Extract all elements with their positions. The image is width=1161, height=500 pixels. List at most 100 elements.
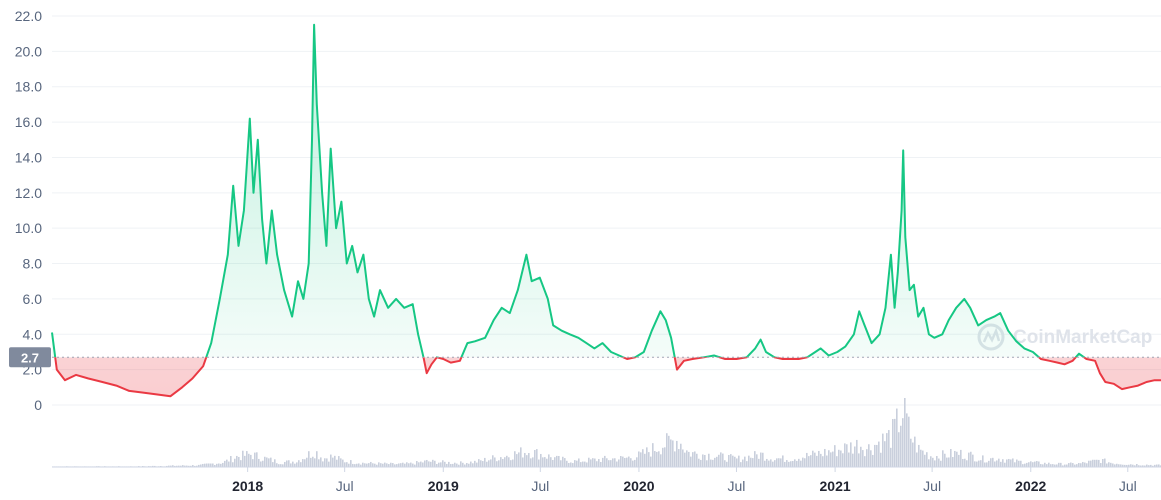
volume-bar (340, 458, 342, 467)
volume-bar (420, 461, 422, 467)
volume-bar (294, 463, 296, 467)
volume-bar (654, 451, 656, 467)
volume-bar (872, 454, 874, 467)
volume-bar (422, 462, 424, 467)
volume-bar (396, 464, 398, 467)
volume-bar (950, 449, 952, 467)
volume-bar (258, 458, 260, 467)
volume-bar (194, 465, 196, 467)
watermark-text: CoinMarketCap (1013, 327, 1152, 348)
volume-bar (770, 459, 772, 467)
volume-bar (1008, 458, 1010, 467)
volume-bar (174, 465, 176, 467)
volume-bar (924, 454, 926, 467)
volume-bar (942, 450, 944, 467)
volume-bar (408, 463, 410, 467)
volume-bar (968, 452, 970, 467)
y-tick-label: 10.0 (15, 220, 42, 236)
volume-bar (314, 458, 316, 467)
volume-bar (302, 459, 304, 467)
volume-bar (534, 450, 536, 467)
volume-bar (898, 432, 900, 467)
volume-bar (442, 460, 444, 467)
volume-bar (538, 459, 540, 467)
volume-bar (722, 453, 724, 467)
volume-bar (954, 450, 956, 467)
volume-bar (480, 460, 482, 467)
y-tick-label: 18.0 (15, 79, 42, 95)
volume-bar (298, 460, 300, 467)
volume-bar (266, 457, 268, 467)
volume-bar (240, 460, 242, 467)
volume-bar (938, 458, 940, 467)
volume-bar (1130, 464, 1132, 467)
volume-bar (428, 461, 430, 467)
volume-bar (788, 461, 790, 467)
volume-bar (1048, 462, 1050, 467)
volume-bar (568, 462, 570, 467)
volume-bar (246, 451, 248, 467)
price-area-below (52, 357, 1161, 397)
volume-bar (554, 457, 556, 467)
volume-bar (448, 461, 450, 467)
volume-bar (330, 454, 332, 467)
volume-bar (380, 463, 382, 467)
volume-bar (218, 463, 220, 467)
volume-bar (470, 461, 472, 467)
volume-bar (882, 433, 884, 467)
volume-bar (732, 455, 734, 467)
volume-bar (566, 460, 568, 467)
volume-bar (796, 460, 798, 467)
volume-bar (1010, 459, 1012, 467)
volume-bar (1132, 464, 1134, 467)
volume-bar (584, 461, 586, 467)
volume-bar (438, 462, 440, 467)
volume-bar (512, 459, 514, 467)
volume-bar (850, 442, 852, 467)
volume-bar (860, 446, 862, 467)
volume-bar (930, 456, 932, 467)
volume-bar (366, 463, 368, 467)
volume-bar (774, 460, 776, 467)
volume-bar (278, 464, 280, 467)
volume-bar (664, 447, 666, 467)
volume-bar (904, 398, 906, 467)
volume-bar (1090, 460, 1092, 467)
volume-bar (902, 418, 904, 467)
volume-bar (516, 454, 518, 467)
volume-bar (510, 460, 512, 467)
volume-bar (1150, 464, 1152, 467)
volume-bar (874, 444, 876, 467)
volume-bar (808, 456, 810, 467)
volume-bar (332, 457, 334, 467)
volume-bar (956, 451, 958, 467)
volume-bar (370, 461, 372, 467)
volume-bar (900, 425, 902, 467)
volume-bar (818, 450, 820, 467)
volume-bar (820, 453, 822, 467)
volume-bar (1054, 464, 1056, 467)
volume-bar (596, 461, 598, 467)
volume-bar (940, 460, 942, 467)
volume-bar (1064, 464, 1066, 467)
volume-bar (1140, 465, 1142, 467)
volume-bar (1092, 459, 1094, 467)
volume-bar (762, 452, 764, 467)
volume-bar (292, 461, 294, 467)
volume-bar (206, 463, 208, 467)
volume-bar (764, 460, 766, 467)
volume-bar (398, 463, 400, 467)
volume-bar (284, 461, 286, 467)
volume-bar (846, 444, 848, 467)
volume-bar (658, 451, 660, 467)
volume-bar (608, 460, 610, 467)
volume-bar (342, 459, 344, 467)
volume-bar (1142, 465, 1144, 467)
volume-bar (974, 461, 976, 467)
volume-bar (230, 456, 232, 467)
volume-bar (200, 464, 202, 467)
volume-bar (236, 455, 238, 467)
volume-bar (598, 459, 600, 467)
volume-bar (346, 462, 348, 467)
